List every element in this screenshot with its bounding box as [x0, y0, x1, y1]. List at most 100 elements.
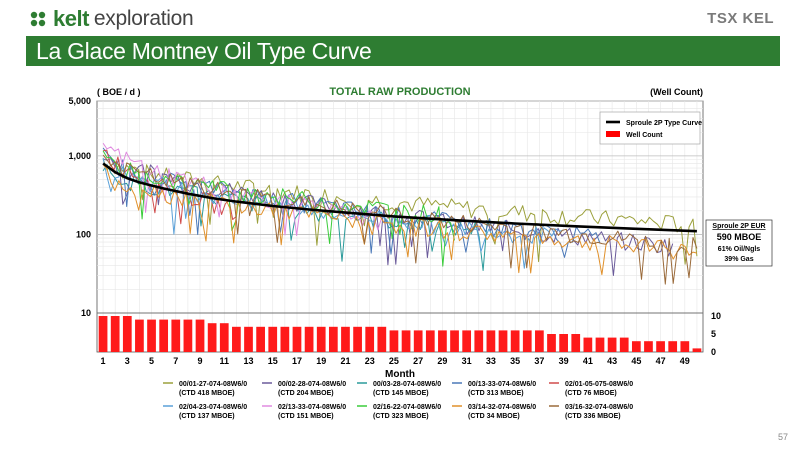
well-count-bar: [195, 319, 205, 352]
x-tick-label: 49: [680, 356, 690, 366]
well-count-bar: [171, 319, 181, 352]
logo-subtitle: exploration: [93, 7, 194, 30]
well-count-bar: [280, 326, 290, 352]
well-count-bar: [292, 326, 302, 352]
chart-container: ( BOE / d ) TOTAL RAW PRODUCTION (Well Cou…: [0, 80, 800, 430]
well-count-bar: [680, 341, 690, 352]
well-legend-name: 02/16-22-074-08W6/0: [373, 404, 441, 411]
well-count-bar: [365, 326, 375, 352]
x-tick-label: 13: [243, 356, 253, 366]
eur-oil-split: 61% Oil/Ngls: [718, 246, 761, 253]
well-legend-ctd: (CTD 323 MBOE): [373, 413, 429, 420]
x-tick-label: 33: [486, 356, 496, 366]
well-legend-name: 02/04-23-074-08W6/0: [179, 404, 247, 411]
well-count-bar: [583, 337, 593, 352]
eur-value: 590 MBOE: [717, 232, 762, 242]
y-left-label: ( BOE / d ): [97, 87, 141, 97]
well-count-bar: [486, 330, 496, 352]
x-tick-label: 47: [656, 356, 666, 366]
well-legend-ctd: (CTD 151 MBOE): [278, 413, 334, 420]
well-legend-ctd: (CTD 137 MBOE): [179, 413, 235, 420]
legend-swatch-well-count: [606, 131, 620, 137]
well-count-bar: [522, 330, 532, 352]
x-axis-label: Month: [385, 369, 415, 380]
well-legend-name: 00/13-33-074-08W6/0: [468, 381, 536, 388]
x-tick-label: 25: [389, 356, 399, 366]
well-count-bar: [207, 323, 217, 352]
legend-label-type-curve: Sproule 2P Type Curve: [626, 120, 702, 127]
x-tick-label: 29: [437, 356, 447, 366]
eur-gas-split: 39% Gas: [724, 256, 753, 263]
well-count-bar: [341, 326, 350, 352]
y-tick-label: 1,000: [68, 151, 91, 161]
kelt-logo-icon: [30, 11, 46, 27]
x-tick-label: 9: [198, 356, 203, 366]
logo-name: kelt: [53, 6, 89, 31]
well-count-bar: [110, 316, 120, 352]
well-legend-ctd: (CTD 313 MBOE): [468, 390, 524, 397]
well-count-bar: [268, 326, 278, 352]
well-count-bar: [547, 334, 556, 352]
well-count-bar: [232, 326, 241, 352]
well-count-bar: [668, 341, 678, 352]
well-trace: [103, 149, 237, 225]
well-count-bar: [122, 316, 132, 352]
well-legend-name: 00/02-28-074-08W6/0: [278, 381, 346, 388]
well-count-bar: [656, 341, 665, 352]
x-tick-label: 43: [607, 356, 617, 366]
well-count-bar: [244, 326, 253, 352]
well-count-bar: [389, 330, 399, 352]
well-count-bar: [631, 341, 641, 352]
well-count-bar: [438, 330, 447, 352]
well-count-bar: [619, 337, 629, 352]
well-count-bar: [159, 319, 169, 352]
x-tick-label: 21: [340, 356, 350, 366]
legend-box: [599, 111, 701, 145]
well-count-bar: [535, 330, 544, 352]
x-tick-label: 39: [559, 356, 569, 366]
x-tick-label: 17: [292, 356, 302, 366]
well-count-bar: [328, 326, 338, 352]
well-legend-name: 03/14-32-074-08W6/0: [468, 404, 536, 411]
well-legend-name: 02/13-33-074-08W6/0: [278, 404, 346, 411]
x-tick-label: 7: [173, 356, 178, 366]
kelt-logo: kelt exploration: [28, 6, 194, 32]
well-count-bar: [316, 326, 326, 352]
x-tick-label: 1: [101, 356, 106, 366]
well-count-bar: [498, 330, 508, 352]
y-right-tick-label: 10: [711, 311, 721, 321]
well-count-bar: [377, 326, 387, 352]
well-count-bar: [98, 316, 108, 352]
well-count-bar: [147, 319, 156, 352]
well-trace: [102, 154, 698, 285]
slide-header: kelt exploration TSX KEL: [0, 0, 800, 36]
well-legend-name: 00/03-28-074-08W6/0: [373, 381, 441, 388]
x-tick-label: 31: [462, 356, 472, 366]
well-count-bar: [135, 319, 144, 352]
production-chart: ( BOE / d ) TOTAL RAW PRODUCTION (Well Cou…: [68, 86, 773, 420]
well-trace: [102, 164, 698, 276]
title-bar: La Glace Montney Oil Type Curve: [26, 36, 780, 66]
well-legend-name: 00/01-27-074-08W6/0: [179, 381, 247, 388]
well-count-bar: [425, 330, 435, 352]
x-tick-label: 3: [125, 356, 130, 366]
tsx-logo: TSX KEL: [707, 10, 774, 27]
legend-label-well-count: Well Count: [626, 132, 663, 139]
x-tick-label: 41: [583, 356, 593, 366]
well-count-bar: [256, 326, 265, 352]
well-count-bar: [571, 334, 581, 352]
eur-box: [705, 219, 773, 267]
well-legend-ctd: (CTD 145 MBOE): [373, 390, 429, 397]
y-right-tick-label: 5: [711, 329, 716, 339]
well-legend-ctd: (CTD 34 MBOE): [468, 413, 520, 420]
well-trace: [102, 158, 698, 265]
well-legend-ctd: (CTD 336 MBOE): [565, 413, 621, 420]
well-count-bar: [353, 326, 362, 352]
y-tick-label: 10: [81, 308, 91, 318]
x-tick-label: 23: [365, 356, 375, 366]
x-tick-label: 5: [149, 356, 154, 366]
x-tick-label: 45: [631, 356, 641, 366]
y-right-label: (Well Count): [650, 87, 703, 97]
well-count-bar: [183, 319, 193, 352]
type-curve-line: [102, 162, 697, 233]
